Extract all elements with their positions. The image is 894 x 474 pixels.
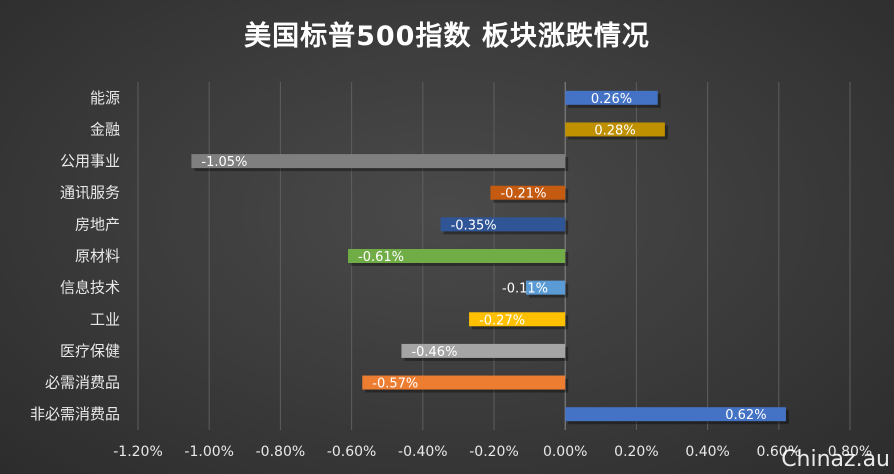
- category-label: 必需消费品: [45, 374, 120, 392]
- data-label: -0.61%: [358, 250, 404, 265]
- data-label: -0.46%: [411, 345, 457, 360]
- category-label: 公用事业: [60, 152, 120, 170]
- data-label: -0.11%: [502, 282, 548, 297]
- x-tick-label: -0.60%: [327, 444, 377, 460]
- chart-title: 美国标普500指数 板块涨跌情况: [244, 21, 650, 52]
- bar: [469, 312, 566, 327]
- bar: [526, 280, 566, 295]
- bar: [490, 185, 566, 200]
- x-tick-label: -1.20%: [113, 444, 163, 460]
- category-label: 金融: [90, 120, 120, 138]
- data-label: -0.21%: [500, 187, 546, 202]
- bar: [565, 407, 786, 422]
- x-tick-label: -0.20%: [469, 444, 519, 460]
- bar: [191, 154, 566, 169]
- data-label: 0.28%: [594, 123, 635, 138]
- bar: [401, 343, 566, 358]
- data-label: -1.05%: [201, 155, 247, 170]
- bar: [362, 375, 566, 390]
- category-label: 房地产: [75, 215, 120, 233]
- data-label: -0.35%: [451, 218, 497, 233]
- data-label: -0.27%: [479, 313, 525, 328]
- x-tick-label: -0.80%: [256, 444, 306, 460]
- data-label: -0.57%: [372, 377, 418, 392]
- x-tick-label: 0.00%: [543, 444, 587, 460]
- category-label: 通讯服务: [60, 184, 120, 202]
- watermark: Chinaz.au: [781, 447, 890, 472]
- x-tick-label: 0.40%: [685, 444, 729, 460]
- bar: [565, 90, 658, 105]
- category-label: 医疗保健: [60, 342, 120, 360]
- bar: [565, 122, 665, 137]
- bar: [440, 217, 566, 232]
- category-label: 能源: [90, 89, 120, 107]
- x-tick-label: 0.80%: [828, 444, 872, 460]
- category-label: 非必需消费品: [30, 405, 120, 423]
- category-label: 工业: [90, 310, 120, 328]
- x-tick-label: -0.40%: [398, 444, 448, 460]
- category-label: 信息技术: [60, 279, 120, 297]
- x-tick-label: 0.60%: [757, 444, 801, 460]
- data-label: 0.26%: [591, 92, 632, 107]
- bar: [348, 249, 566, 263]
- x-tick-label: 0.20%: [614, 444, 658, 460]
- category-label: 原材料: [75, 247, 120, 265]
- data-label: 0.62%: [725, 408, 766, 423]
- x-tick-label: -1.00%: [184, 444, 234, 460]
